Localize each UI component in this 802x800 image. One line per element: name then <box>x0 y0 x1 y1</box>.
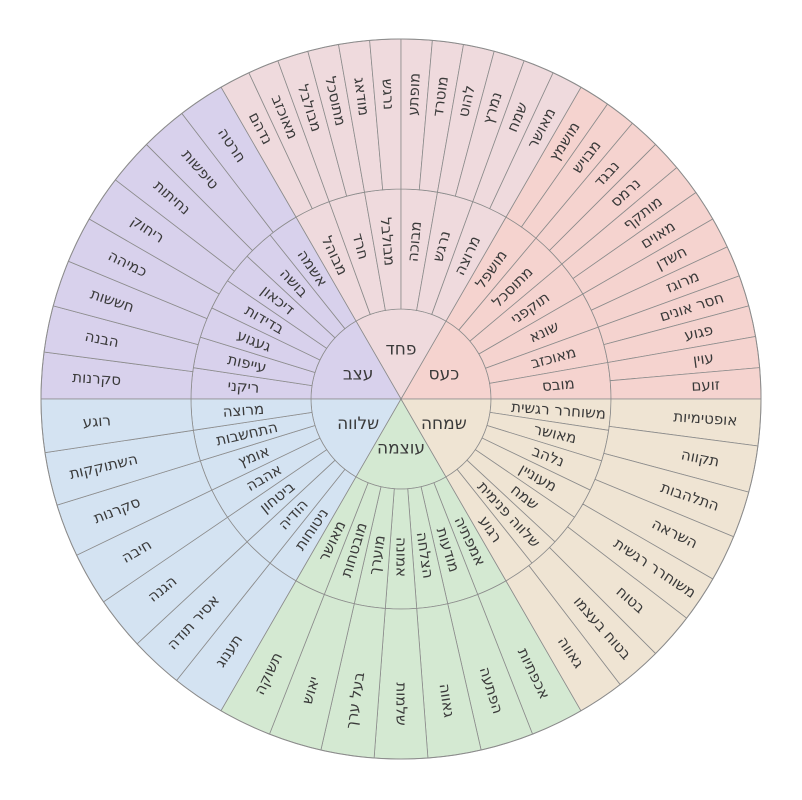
outer-label: נרגש <box>379 78 398 110</box>
mid-label: מובס <box>541 374 575 395</box>
outer-label: זועם <box>691 376 720 395</box>
outer-label: מופתע <box>404 72 424 116</box>
mid-label: מבולבל <box>377 217 399 267</box>
core-label: שלווה <box>337 414 379 434</box>
core-label: כעס <box>429 364 460 384</box>
core-label: פחד <box>385 340 416 360</box>
mid-label: מבוכה <box>404 221 425 263</box>
mid-label: אמונה <box>393 537 411 577</box>
core-label: שמחה <box>421 414 467 434</box>
mid-label: ריקני <box>227 377 260 397</box>
outer-label: גאווה <box>436 682 459 718</box>
outer-label: סקרנות <box>72 368 122 389</box>
wheel-rim <box>40 38 762 760</box>
outer-label: עוין <box>692 348 715 369</box>
outer-label: פגוע <box>683 321 715 345</box>
outer-label: אופטימיות <box>673 407 738 429</box>
outer-label: מוטרד <box>429 75 452 118</box>
core-label: עצב <box>343 364 374 384</box>
core-label: עוצמה <box>377 439 425 459</box>
mid-label: מוערך <box>365 534 389 576</box>
mid-label: מרוצה <box>222 400 265 421</box>
outer-label: מודאג <box>350 76 373 117</box>
outer-label: שלמות <box>393 682 411 725</box>
outer-label: רוגע <box>82 411 111 431</box>
